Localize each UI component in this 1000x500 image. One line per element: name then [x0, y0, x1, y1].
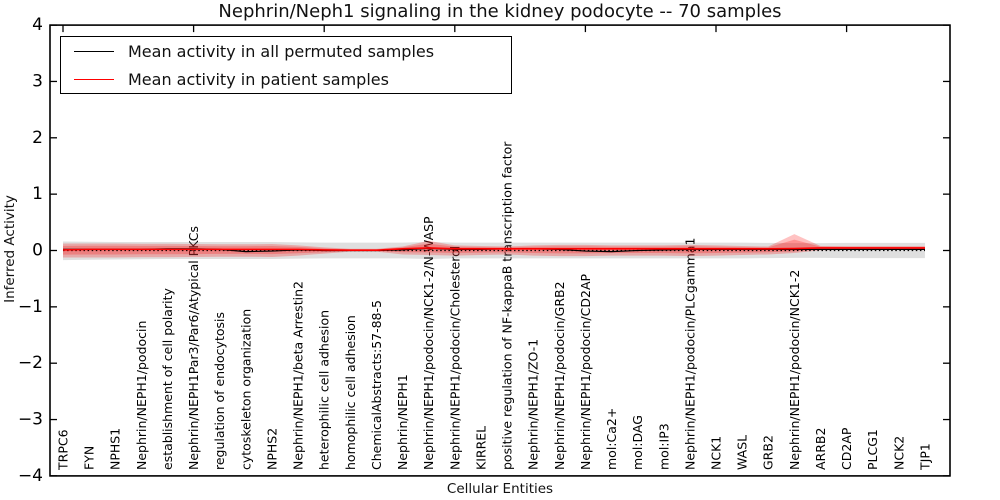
category-label: Nephrin/NEPH1/podocin/CD2AP	[578, 274, 593, 470]
category-label: mol:DAG	[630, 415, 645, 470]
category-label: Nephrin/NEPH1/podocin/PLCgamma1	[682, 238, 697, 470]
legend-item: Mean activity in all permuted samples	[61, 39, 511, 63]
legend-line-sample	[74, 78, 114, 80]
category-label: Nephrin/NEPH1/ZO-1	[526, 339, 541, 470]
y-tick-label: −1	[18, 297, 43, 317]
category-label: regulation of endocytosis	[212, 312, 227, 470]
y-tick-label: 2	[32, 128, 43, 148]
category-label: Nephrin/NEPH1/podocin/GRB2	[552, 281, 567, 470]
legend-item-label: Mean activity in all permuted samples	[128, 41, 435, 61]
y-tick-label: −2	[18, 353, 43, 373]
y-tick-label: −4	[18, 466, 43, 486]
category-label: ARRB2	[813, 428, 828, 470]
legend-item-label: Mean activity in patient samples	[128, 69, 389, 89]
category-label: CD2AP	[839, 427, 854, 470]
legend-item: Mean activity in patient samples	[61, 67, 511, 91]
category-label: NPHS2	[264, 428, 279, 470]
line-patient-mean	[62, 247, 925, 252]
category-label: heterophilic cell adhesion	[317, 310, 332, 470]
category-label: TRPC6	[56, 429, 71, 471]
category-label: positive regulation of NF-kappaB transcr…	[500, 141, 515, 470]
y-tick-label: −3	[18, 410, 43, 430]
category-label: mol:IP3	[656, 423, 671, 470]
category-label: NPHS1	[108, 428, 123, 470]
category-label: PLCG1	[865, 429, 880, 470]
category-label: Nephrin/NEPH1	[395, 374, 410, 470]
y-tick-label: 3	[32, 71, 43, 91]
category-label: homophilic cell adhesion	[343, 315, 358, 470]
category-label: NCK2	[891, 436, 906, 470]
category-label: GRB2	[761, 435, 776, 470]
category-label: KIRREL	[473, 426, 488, 470]
category-label: Nephrin/NEPH1Par3/Par6/Atypical PKCs	[186, 226, 201, 470]
category-label: ChemicalAbstracts:57-88-5	[369, 300, 384, 470]
y-tick-label: 0	[32, 241, 43, 261]
category-label: Nephrin/NEPH1/podocin/Cholesterol	[447, 246, 462, 470]
category-label: Nephrin/NEPH1/podocin/NCK1-2/N-WASP	[421, 216, 436, 470]
category-label: mol:Ca2+	[604, 408, 619, 470]
category-label: cytoskeleton organization	[238, 309, 253, 470]
legend: Mean activity in all permuted samples Mea…	[60, 36, 512, 94]
category-label: Nephrin/NEPH1/podocin/NCK1-2	[787, 270, 802, 470]
legend-line-sample	[74, 50, 114, 52]
band-patient-outer	[63, 234, 925, 258]
category-label: establishment of cell polarity	[160, 288, 175, 470]
x-axis-label: Cellular Entities	[446, 481, 554, 497]
category-label: WASL	[735, 435, 750, 470]
y-tick-label: 4	[32, 15, 43, 35]
category-label: Nephrin/NEPH1/beta Arrestin2	[291, 281, 306, 470]
category-label: TJP1	[917, 443, 932, 471]
category-label: Nephrin/NEPH1/podocin	[134, 321, 149, 470]
category-label: NCK1	[709, 436, 724, 470]
chart-title: Nephrin/Neph1 signaling in the kidney po…	[218, 1, 782, 22]
y-axis-label: Inferred Activity	[2, 195, 18, 303]
y-tick-label: 1	[32, 184, 43, 204]
category-label: FYN	[82, 446, 97, 470]
